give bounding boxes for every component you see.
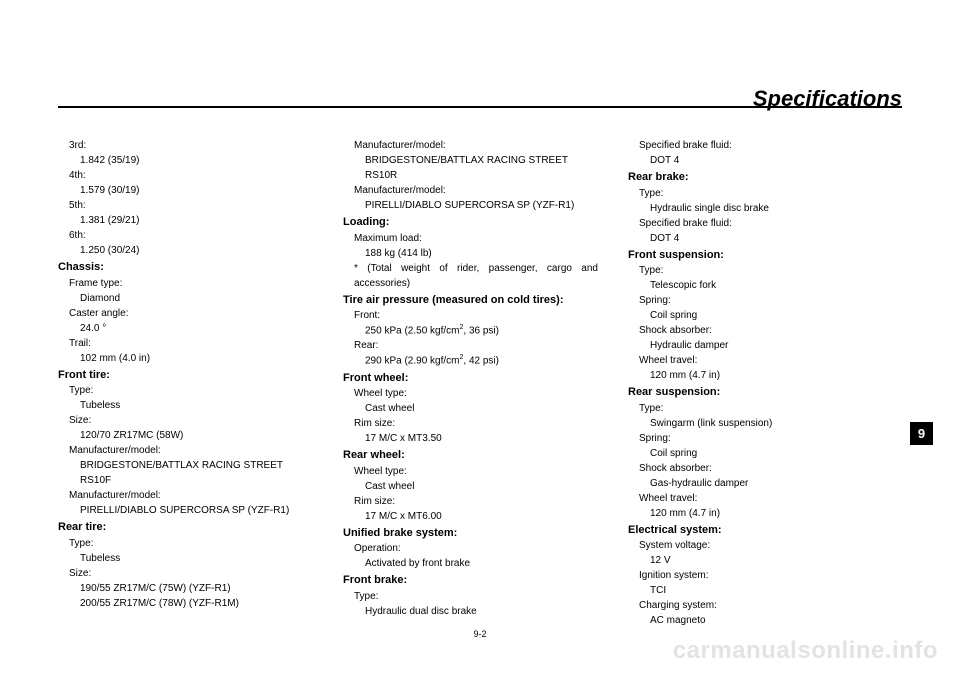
spec-key: Size: xyxy=(69,413,313,428)
spec-value: 200/55 ZR17M/C (78W) (YZF-R1M) xyxy=(80,596,313,611)
spec-key: Maximum load: xyxy=(354,231,598,246)
spec-key: Type: xyxy=(639,263,868,278)
spec-value: 250 kPa (2.50 kgf/cm2, 36 psi) xyxy=(365,323,598,338)
spec-value: 17 M/C x MT6.00 xyxy=(365,509,598,524)
spec-heading: Front suspension: xyxy=(628,247,868,264)
spec-key: Specified brake fluid: xyxy=(639,216,868,231)
spec-heading: Front tire: xyxy=(58,367,313,384)
spec-value: Coil spring xyxy=(650,308,868,323)
spec-value: DOT 4 xyxy=(650,231,868,246)
spec-heading: Rear brake: xyxy=(628,169,868,186)
spec-key: Frame type: xyxy=(69,276,313,291)
spec-key: Trail: xyxy=(69,336,313,351)
spec-key: 3rd: xyxy=(69,138,313,153)
spec-note: * (Total weight of rider, passenger, car… xyxy=(354,261,598,291)
spec-value: Activated by front brake xyxy=(365,556,598,571)
spec-value: 120 mm (4.7 in) xyxy=(650,368,868,383)
spec-value: Cast wheel xyxy=(365,479,598,494)
spec-heading: Front brake: xyxy=(343,572,598,589)
spec-value: 12 V xyxy=(650,553,868,568)
spec-key: Wheel travel: xyxy=(639,353,868,368)
spec-key: Manufacturer/model: xyxy=(69,488,313,503)
spec-value: 190/55 ZR17M/C (75W) (YZF-R1) xyxy=(80,581,313,596)
spec-key: System voltage: xyxy=(639,538,868,553)
spec-value: PIRELLI/DIABLO SUPERCORSA SP (YZF-R1) xyxy=(80,503,313,518)
spec-key: Spring: xyxy=(639,293,868,308)
spec-key: Wheel type: xyxy=(354,386,598,401)
spec-value: PIRELLI/DIABLO SUPERCORSA SP (YZF-R1) xyxy=(365,198,598,213)
page-title: Specifications xyxy=(753,86,902,112)
spec-key: Type: xyxy=(354,589,598,604)
spec-value: Cast wheel xyxy=(365,401,598,416)
spec-value: AC magneto xyxy=(650,613,868,628)
spec-value: BRIDGESTONE/BATTLAX RACING STREET RS10F xyxy=(80,458,313,488)
spec-key: Type: xyxy=(639,401,868,416)
spec-heading: Rear suspension: xyxy=(628,384,868,401)
spec-key: Spring: xyxy=(639,431,868,446)
spec-key: Shock absorber: xyxy=(639,461,868,476)
spec-key: Wheel travel: xyxy=(639,491,868,506)
spec-key: Caster angle: xyxy=(69,306,313,321)
column-1: 3rd:1.842 (35/19)4th:1.579 (30/19)5th:1.… xyxy=(58,138,313,628)
spec-value: 1.381 (29/21) xyxy=(80,213,313,228)
spec-value: 24.0 ° xyxy=(80,321,313,336)
spec-value: 102 mm (4.0 in) xyxy=(80,351,313,366)
spec-key: Type: xyxy=(69,383,313,398)
spec-key: Size: xyxy=(69,566,313,581)
spec-key: Specified brake fluid: xyxy=(639,138,868,153)
spec-key: 5th: xyxy=(69,198,313,213)
spec-key: Operation: xyxy=(354,541,598,556)
spec-key: Manufacturer/model: xyxy=(354,183,598,198)
spec-heading: Front wheel: xyxy=(343,370,598,387)
spec-key: Manufacturer/model: xyxy=(354,138,598,153)
spec-value: Telescopic fork xyxy=(650,278,868,293)
spec-value: 290 kPa (2.90 kgf/cm2, 42 psi) xyxy=(365,353,598,368)
spec-heading: Loading: xyxy=(343,214,598,231)
spec-value: 17 M/C x MT3.50 xyxy=(365,431,598,446)
spec-heading: Unified brake system: xyxy=(343,525,598,542)
column-2: Manufacturer/model:BRIDGESTONE/BATTLAX R… xyxy=(343,138,598,628)
spec-value: 120 mm (4.7 in) xyxy=(650,506,868,521)
column-3: Specified brake fluid:DOT 4Rear brake:Ty… xyxy=(628,138,868,628)
spec-value: Gas-hydraulic damper xyxy=(650,476,868,491)
spec-value: Tubeless xyxy=(80,398,313,413)
spec-heading: Tire air pressure (measured on cold tire… xyxy=(343,292,598,309)
spec-key: Shock absorber: xyxy=(639,323,868,338)
spec-value: Diamond xyxy=(80,291,313,306)
spec-key: Charging system: xyxy=(639,598,868,613)
spec-key: Rim size: xyxy=(354,494,598,509)
spec-value: 1.579 (30/19) xyxy=(80,183,313,198)
watermark: carmanualsonline.info xyxy=(673,637,938,665)
spec-key: Wheel type: xyxy=(354,464,598,479)
spec-value: TCI xyxy=(650,583,868,598)
spec-value: Hydraulic dual disc brake xyxy=(365,604,598,619)
spec-key: Rim size: xyxy=(354,416,598,431)
spec-key: Type: xyxy=(639,186,868,201)
spec-heading: Rear tire: xyxy=(58,519,313,536)
spec-key: 4th: xyxy=(69,168,313,183)
spec-value: 120/70 ZR17MC (58W) xyxy=(80,428,313,443)
spec-key: Rear: xyxy=(354,338,598,353)
spec-value: 1.250 (30/24) xyxy=(80,243,313,258)
spec-heading: Rear wheel: xyxy=(343,447,598,464)
spec-heading: Electrical system: xyxy=(628,522,868,539)
spec-value: 1.842 (35/19) xyxy=(80,153,313,168)
spec-key: Ignition system: xyxy=(639,568,868,583)
spec-value: Tubeless xyxy=(80,551,313,566)
content-columns: 3rd:1.842 (35/19)4th:1.579 (30/19)5th:1.… xyxy=(58,138,902,628)
spec-value: Swingarm (link suspension) xyxy=(650,416,868,431)
page: Specifications 3rd:1.842 (35/19)4th:1.57… xyxy=(0,0,960,679)
spec-value: Hydraulic damper xyxy=(650,338,868,353)
spec-value: 188 kg (414 lb) xyxy=(365,246,598,261)
spec-value: Hydraulic single disc brake xyxy=(650,201,868,216)
spec-key: 6th: xyxy=(69,228,313,243)
section-tab: 9 xyxy=(910,422,933,445)
spec-value: Coil spring xyxy=(650,446,868,461)
spec-value: DOT 4 xyxy=(650,153,868,168)
spec-key: Front: xyxy=(354,308,598,323)
spec-heading: Chassis: xyxy=(58,259,313,276)
spec-key: Type: xyxy=(69,536,313,551)
spec-key: Manufacturer/model: xyxy=(69,443,313,458)
spec-value: BRIDGESTONE/BATTLAX RACING STREET RS10R xyxy=(365,153,598,183)
